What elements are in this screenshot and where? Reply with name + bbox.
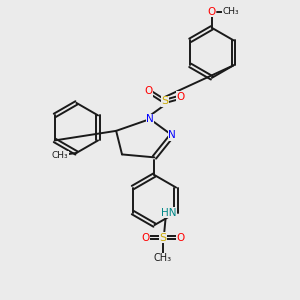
Text: O: O — [141, 232, 149, 243]
Text: O: O — [208, 7, 216, 16]
Text: N: N — [168, 130, 176, 140]
Text: S: S — [159, 232, 167, 243]
Text: O: O — [177, 92, 185, 102]
Text: CH₃: CH₃ — [52, 152, 68, 160]
Text: CH₃: CH₃ — [154, 253, 172, 263]
Text: O: O — [144, 86, 153, 96]
Text: CH₃: CH₃ — [223, 7, 239, 16]
Text: HN: HN — [161, 208, 176, 218]
Text: N: N — [146, 114, 154, 124]
Text: S: S — [161, 96, 168, 106]
Text: O: O — [176, 232, 184, 243]
